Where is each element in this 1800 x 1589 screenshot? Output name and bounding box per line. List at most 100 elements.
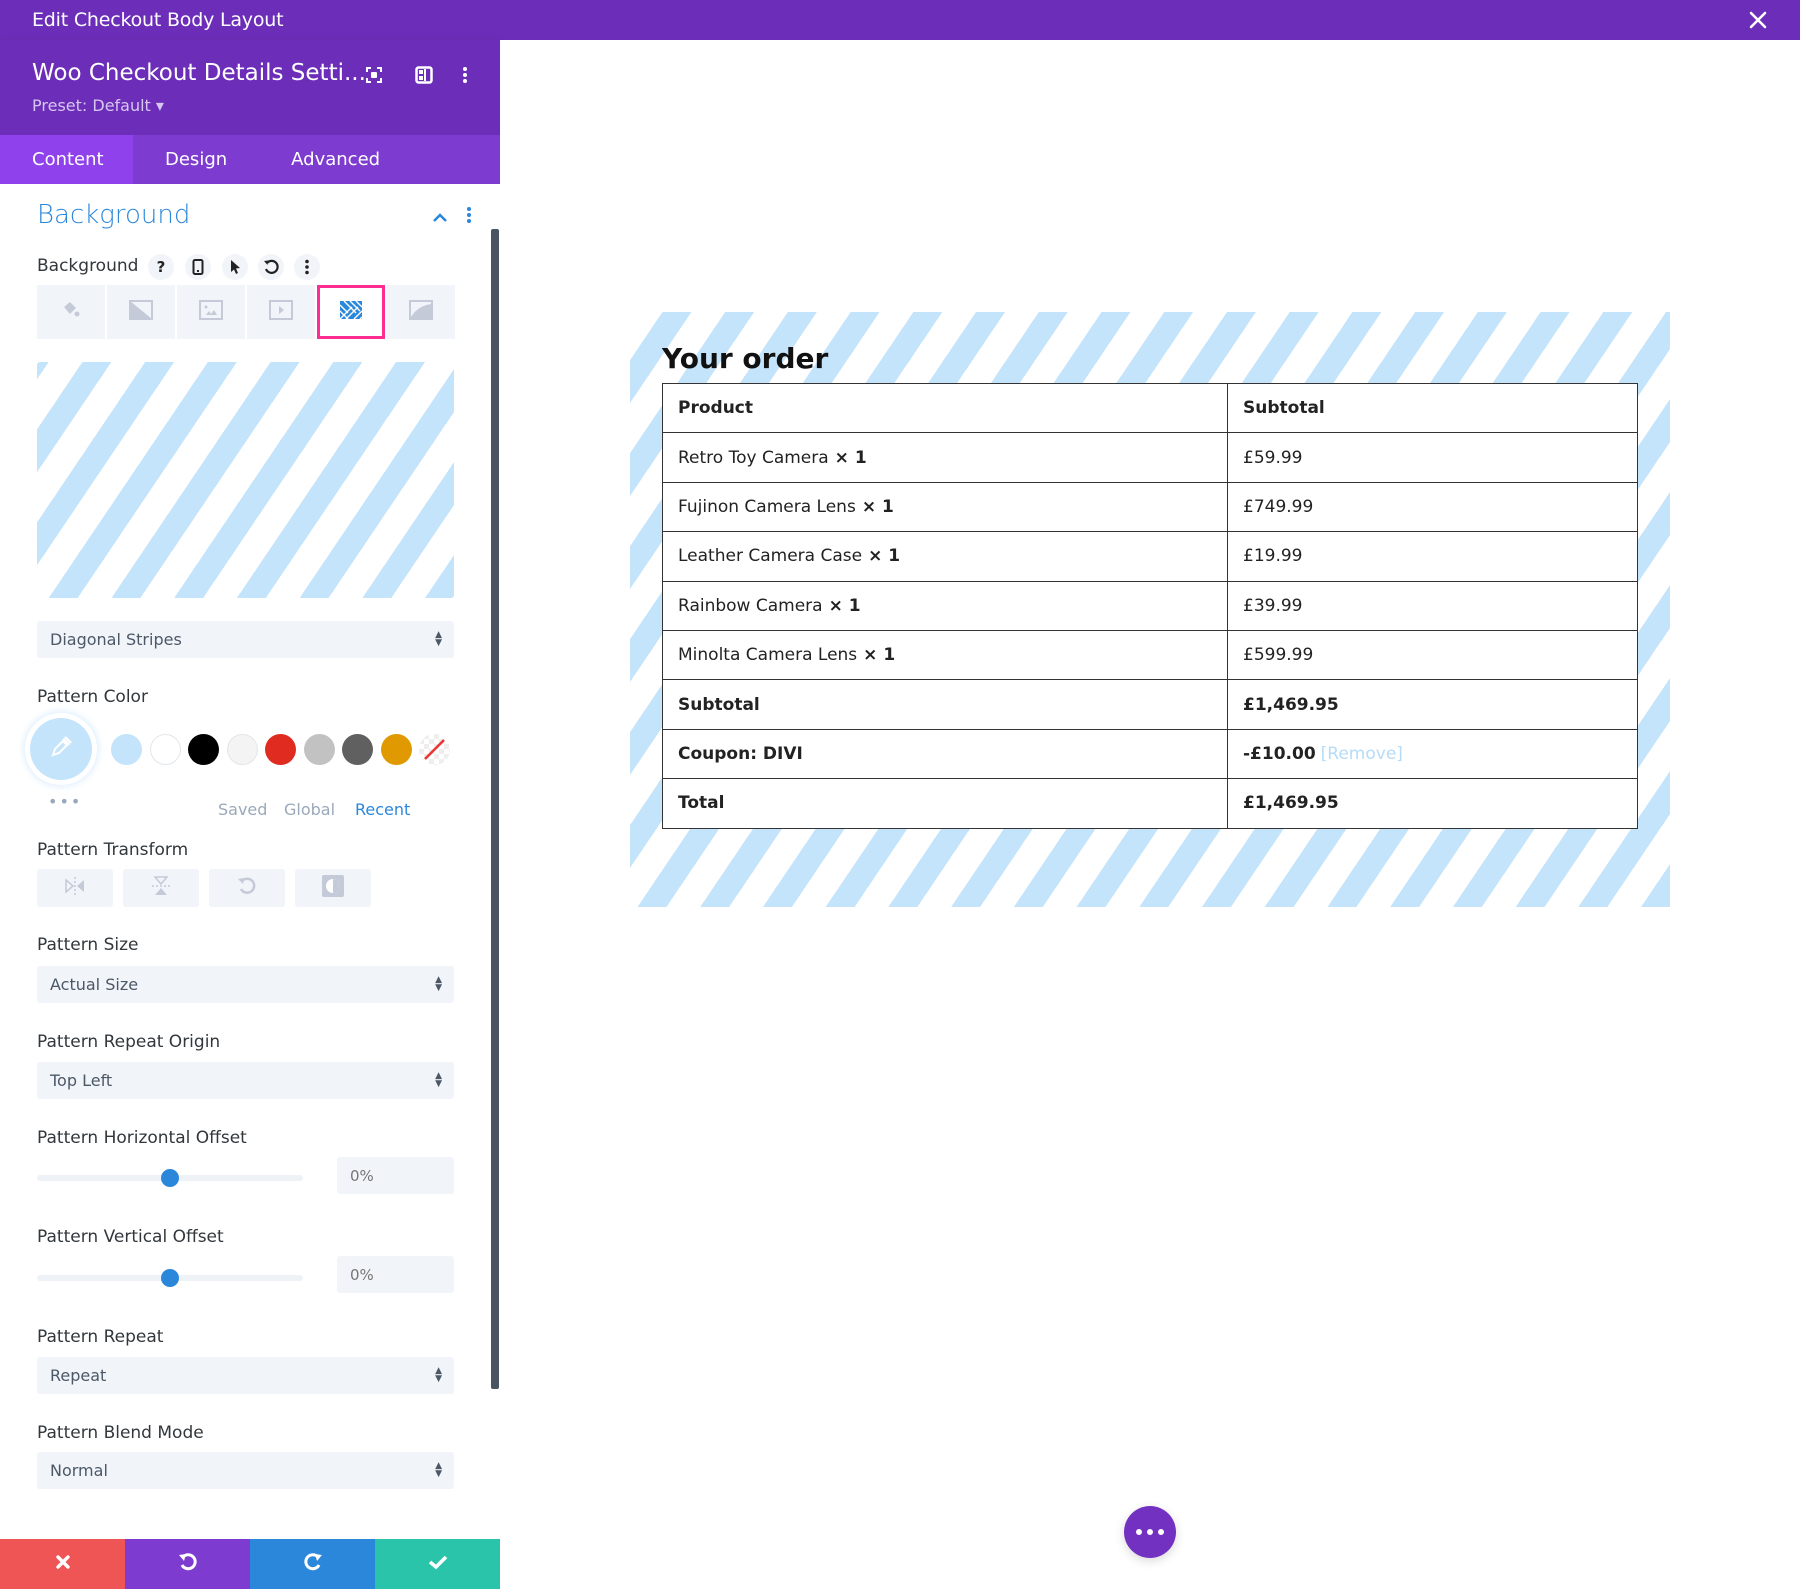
bg-type-color[interactable] xyxy=(37,285,105,339)
rotate-button[interactable] xyxy=(209,869,285,907)
pattern-horizontal-offset-label: Pattern Horizontal Offset xyxy=(37,1128,247,1148)
save-button[interactable] xyxy=(375,1539,500,1589)
product-subtotal: £39.99 xyxy=(1227,580,1638,631)
focus-icon[interactable] xyxy=(361,62,387,88)
select-arrows-icon: ▲ ▼ xyxy=(435,975,442,993)
more-horizontal-icon xyxy=(1136,1529,1142,1535)
bg-type-pattern[interactable] xyxy=(317,285,385,339)
bg-type-video[interactable] xyxy=(247,285,315,339)
coupon-value: -£10.00 xyxy=(1243,743,1316,764)
pattern-color-label: Pattern Color xyxy=(37,687,148,707)
section-title[interactable]: Background xyxy=(37,200,191,230)
pattern-repeat-origin-select[interactable]: Top Left ▲ ▼ xyxy=(37,1062,454,1099)
table-row: Fujinon Camera Lens × 1 £749.99 xyxy=(662,481,1638,533)
horizontal-offset-slider[interactable] xyxy=(37,1169,303,1187)
more-horizontal-icon xyxy=(1147,1529,1153,1535)
undo-icon xyxy=(178,1552,198,1576)
flip-vertical-button[interactable] xyxy=(123,869,199,907)
pattern-repeat-value: Repeat xyxy=(50,1366,107,1385)
remove-coupon-link[interactable]: [Remove] xyxy=(1320,743,1403,764)
tab-content[interactable]: Content xyxy=(0,135,133,184)
product-qty: × 1 xyxy=(828,595,861,616)
total-row: Total £1,469.95 xyxy=(662,778,1638,829)
swatch-off-white[interactable] xyxy=(227,734,258,765)
responsive-phone-icon[interactable] xyxy=(185,254,211,280)
video-icon xyxy=(269,300,293,324)
pattern-style-value: Diagonal Stripes xyxy=(50,630,182,649)
no-color-icon xyxy=(424,739,445,760)
order-title: Your order xyxy=(662,342,829,375)
horizontal-offset-input[interactable] xyxy=(337,1157,454,1194)
check-icon xyxy=(428,1554,448,1574)
undo-button[interactable] xyxy=(125,1539,250,1589)
panel-scrollbar[interactable] xyxy=(491,229,499,1389)
pattern-blend-mode-select[interactable]: Normal ▲ ▼ xyxy=(37,1452,454,1489)
tab-advanced[interactable]: Advanced xyxy=(291,149,381,170)
section-more-icon[interactable] xyxy=(466,206,472,228)
slider-handle[interactable] xyxy=(161,1269,179,1287)
product-qty: × 1 xyxy=(861,496,894,517)
pattern-style-select[interactable]: Diagonal Stripes ▲ ▼ xyxy=(37,621,454,658)
bg-type-gradient[interactable] xyxy=(107,285,175,339)
product-qty: × 1 xyxy=(863,645,896,666)
product-subtotal: £749.99 xyxy=(1227,481,1638,533)
pattern-size-value: Actual Size xyxy=(50,975,139,994)
slider-handle[interactable] xyxy=(161,1169,179,1187)
swatch-light-blue[interactable] xyxy=(111,734,142,765)
product-qty: × 1 xyxy=(868,546,901,567)
mask-icon xyxy=(409,300,433,324)
preset-dropdown[interactable]: Preset: Default ▾ xyxy=(32,96,164,115)
select-arrows-icon: ▲ ▼ xyxy=(435,630,442,648)
product-name: Retro Toy Camera xyxy=(678,447,829,468)
invert-button[interactable] xyxy=(295,869,371,907)
redo-icon xyxy=(303,1552,323,1576)
more-vertical-icon[interactable] xyxy=(294,254,320,280)
palette-tab-global[interactable]: Global xyxy=(284,800,336,819)
swatch-black[interactable] xyxy=(188,734,219,765)
swatch-white[interactable] xyxy=(150,734,181,765)
swatch-light-gray[interactable] xyxy=(304,734,335,765)
background-label: Background xyxy=(37,256,139,276)
pattern-repeat-origin-label: Pattern Repeat Origin xyxy=(37,1032,221,1052)
bg-type-mask[interactable] xyxy=(387,285,455,339)
table-row: Leather Camera Case × 1 £19.99 xyxy=(662,531,1638,582)
palette-tab-saved[interactable]: Saved xyxy=(218,800,268,819)
rotate-icon xyxy=(237,876,257,900)
chevron-up-icon[interactable] xyxy=(432,208,448,227)
vertical-offset-slider[interactable] xyxy=(37,1269,303,1287)
table-row: Rainbow Camera × 1 £39.99 xyxy=(662,580,1638,631)
order-table: Product Subtotal Retro Toy Camera × 1 £59… xyxy=(662,382,1638,829)
redo-button[interactable] xyxy=(250,1539,375,1589)
vertical-offset-input[interactable] xyxy=(337,1256,454,1293)
palette-tab-recent[interactable]: Recent xyxy=(355,800,411,819)
hover-cursor-icon[interactable] xyxy=(222,254,248,280)
tab-design[interactable]: Design xyxy=(165,149,228,170)
swatch-red[interactable] xyxy=(265,734,296,765)
select-arrows-icon: ▲ ▼ xyxy=(435,1366,442,1384)
flip-horizontal-button[interactable] xyxy=(37,869,113,907)
page-settings-button[interactable] xyxy=(1124,1506,1176,1558)
reset-icon[interactable] xyxy=(258,254,284,280)
table-header-row: Product Subtotal xyxy=(662,382,1638,434)
help-icon[interactable]: ? xyxy=(148,254,174,280)
table-row: Minolta Camera Lens × 1 £599.99 xyxy=(662,629,1638,681)
panel-footer xyxy=(0,1539,500,1589)
pattern-repeat-select[interactable]: Repeat ▲ ▼ xyxy=(37,1357,454,1394)
subtotal-value: £1,469.95 xyxy=(1227,679,1638,730)
discard-button[interactable] xyxy=(0,1539,125,1589)
more-colors-button[interactable]: ••• xyxy=(48,792,83,811)
color-picker-button[interactable] xyxy=(30,718,92,780)
gradient-icon xyxy=(129,300,153,324)
close-icon[interactable] xyxy=(1744,6,1772,34)
swatch-orange[interactable] xyxy=(381,734,412,765)
background-type-tabs xyxy=(37,285,455,339)
pattern-size-select[interactable]: Actual Size ▲ ▼ xyxy=(37,966,454,1003)
swatch-transparent[interactable] xyxy=(419,734,450,765)
select-arrows-icon: ▲ ▼ xyxy=(435,1461,442,1479)
bg-type-image[interactable] xyxy=(177,285,245,339)
more-vertical-icon[interactable] xyxy=(452,62,478,88)
swatch-dark-gray[interactable] xyxy=(342,734,373,765)
close-icon xyxy=(55,1554,71,1574)
panel-header: Woo Checkout Details Setti... Preset: De… xyxy=(0,40,500,135)
sidebar-layout-icon[interactable] xyxy=(411,62,437,88)
